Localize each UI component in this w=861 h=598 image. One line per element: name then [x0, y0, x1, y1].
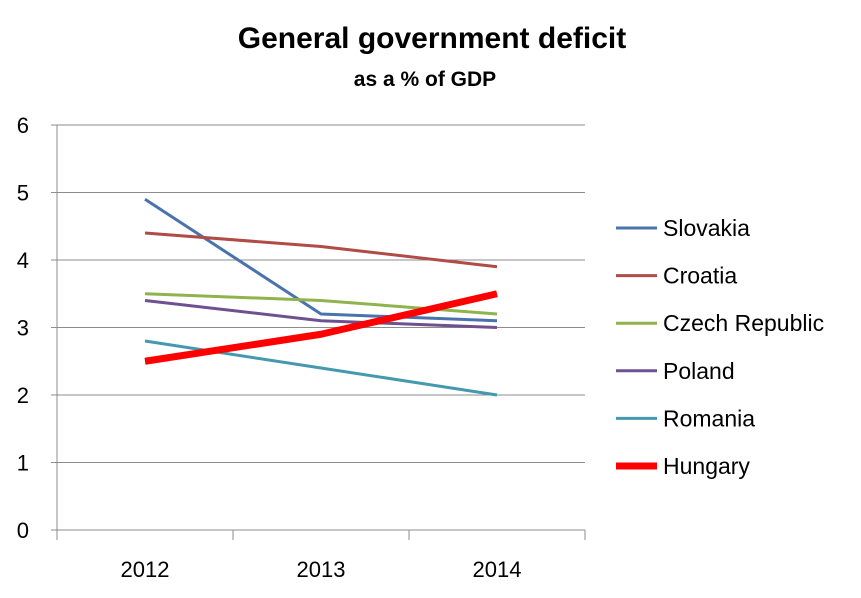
chart-title: General government deficit [238, 22, 626, 55]
series-line-croatia [144, 231, 498, 269]
legend-label-poland: Poland [663, 358, 735, 384]
y-tick-label: 3 [17, 316, 29, 341]
series-lines [144, 197, 498, 397]
axes [51, 124, 586, 540]
y-axis-ticks: 0 1 2 3 4 5 6 [17, 113, 29, 543]
y-tick-label: 4 [17, 248, 29, 273]
legend-label-czech-republic: Czech Republic [663, 310, 824, 336]
y-tick-label: 2 [17, 383, 29, 408]
legend-label-romania: Romania [663, 405, 755, 431]
series-line-poland [144, 299, 498, 329]
y-tick-label: 5 [17, 181, 29, 206]
x-tick-label: 2014 [473, 557, 522, 582]
legend: Slovakia Croatia Czech Republic Poland Roman… [616, 215, 824, 479]
gridlines [57, 124, 585, 463]
legend-label-croatia: Croatia [663, 263, 737, 289]
series-line-hungary [144, 290, 498, 365]
legend-label-slovakia: Slovakia [663, 215, 750, 241]
y-tick-label: 1 [17, 451, 29, 476]
series-line-romania [144, 339, 498, 397]
y-tick-label: 0 [17, 518, 29, 543]
x-tick-label: 2012 [121, 557, 170, 582]
y-tick-label: 6 [17, 113, 29, 138]
legend-label-hungary: Hungary [663, 453, 750, 479]
chart-subtitle: as a % of GDP [354, 68, 496, 91]
x-tick-label: 2013 [297, 557, 346, 582]
x-axis-ticks: 2012 2013 2014 [121, 557, 522, 582]
